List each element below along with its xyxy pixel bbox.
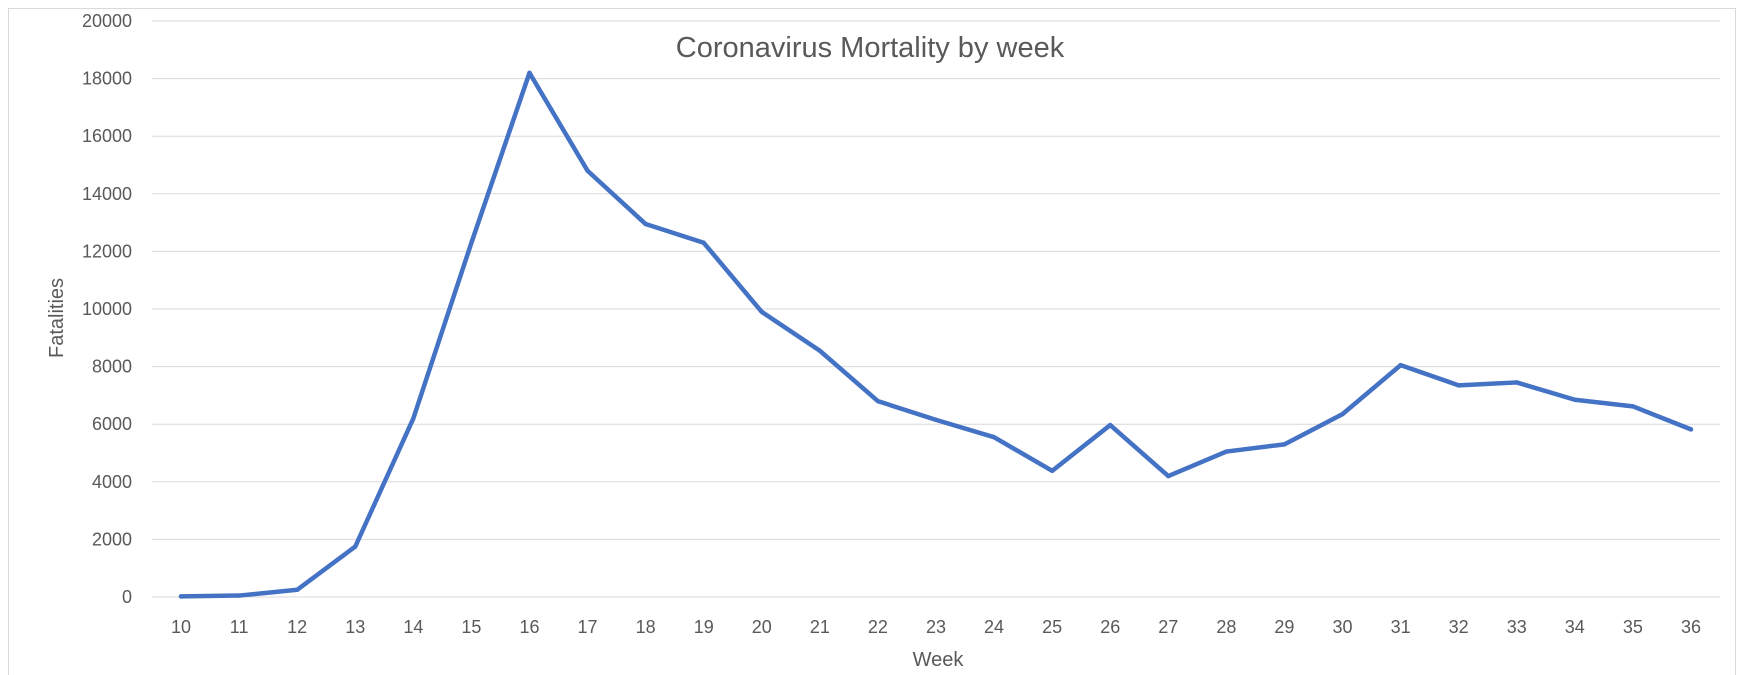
- data-point: [1630, 404, 1636, 409]
- data-point: [469, 240, 474, 245]
- x-tick-label: 10: [171, 617, 191, 637]
- chart-title: Coronavirus Mortality by week: [676, 32, 1065, 64]
- y-tick-label: 4000: [92, 472, 132, 492]
- data-point: [1049, 468, 1055, 474]
- x-tick-label: 23: [926, 617, 946, 637]
- data-point: [701, 240, 706, 245]
- data-point: [991, 434, 997, 440]
- data-point: [294, 587, 300, 592]
- data-point: [875, 398, 881, 404]
- data-point: [759, 309, 764, 315]
- x-tick-label: 25: [1042, 617, 1062, 637]
- x-tick-label: 22: [868, 617, 888, 637]
- x-tick-label: 16: [519, 617, 539, 637]
- y-tick-label: 10000: [82, 299, 132, 319]
- data-point: [1108, 422, 1113, 428]
- data-point: [585, 168, 590, 173]
- x-tick-label: 26: [1100, 617, 1120, 637]
- chart-border: [8, 8, 1736, 675]
- data-point: [1572, 397, 1578, 402]
- y-tick-label: 8000: [92, 357, 132, 377]
- x-tick-label: 19: [694, 617, 714, 637]
- y-tick-label: 12000: [82, 241, 132, 261]
- x-tick-label: 14: [403, 617, 423, 637]
- y-axis-title: Fatalities: [46, 278, 68, 358]
- data-point: [1398, 362, 1403, 368]
- data-point: [1282, 442, 1287, 447]
- x-tick-label: 21: [810, 617, 830, 637]
- x-axis-title: Week: [913, 649, 965, 671]
- x-tick-label: 17: [578, 617, 598, 637]
- y-tick-label: 14000: [82, 184, 132, 204]
- data-point: [1456, 383, 1461, 388]
- x-tick-label: 29: [1274, 617, 1294, 637]
- gridlines: [152, 20, 1720, 598]
- x-tick-label: 32: [1449, 617, 1469, 637]
- x-tick-label: 13: [345, 617, 365, 637]
- x-tick-label: 15: [461, 617, 481, 637]
- series-layer: [178, 70, 1694, 599]
- y-tick-label: 16000: [82, 126, 132, 146]
- y-tick-label: 0: [122, 587, 132, 607]
- data-point: [1340, 411, 1345, 417]
- x-tick-label: 20: [752, 617, 772, 637]
- y-tick-label: 20000: [82, 11, 132, 31]
- x-tick-label: 36: [1681, 617, 1701, 637]
- x-tick-label: 18: [636, 617, 656, 637]
- x-tick-label: 28: [1216, 617, 1236, 637]
- data-point: [1688, 427, 1694, 432]
- x-tick-label: 24: [984, 617, 1004, 637]
- x-tick-labels: 10 11 12 13 14 15 16 17 18 19 20 21 22 23 24 25 26 27 28 29…: [171, 617, 1701, 637]
- x-tick-label: 27: [1158, 617, 1178, 637]
- x-tick-label: 31: [1391, 617, 1411, 637]
- data-point: [933, 417, 939, 423]
- y-tick-label: 6000: [92, 414, 132, 434]
- y-tick-label: 18000: [82, 69, 132, 89]
- x-tick-label: 30: [1333, 617, 1353, 637]
- data-point: [236, 593, 242, 598]
- data-point: [527, 70, 532, 76]
- x-tick-label: 11: [230, 617, 249, 637]
- x-tick-label: 33: [1507, 617, 1527, 637]
- x-tick-label: 34: [1565, 617, 1585, 637]
- x-tick-label: 12: [287, 617, 307, 637]
- data-point: [817, 348, 823, 353]
- x-tick-label: 35: [1623, 617, 1643, 637]
- data-point: [353, 544, 358, 549]
- data-point: [411, 416, 416, 421]
- data-point: [643, 221, 648, 227]
- data-point: [1514, 380, 1519, 385]
- data-point: [178, 594, 184, 599]
- series-line-0: [178, 70, 1694, 599]
- data-point: [1224, 449, 1229, 454]
- data-point: [1166, 473, 1171, 479]
- y-tick-labels: 0 2000 4000 6000 8000 10000 12000 14000 16000 180…: [82, 11, 132, 607]
- y-tick-label: 2000: [92, 529, 132, 549]
